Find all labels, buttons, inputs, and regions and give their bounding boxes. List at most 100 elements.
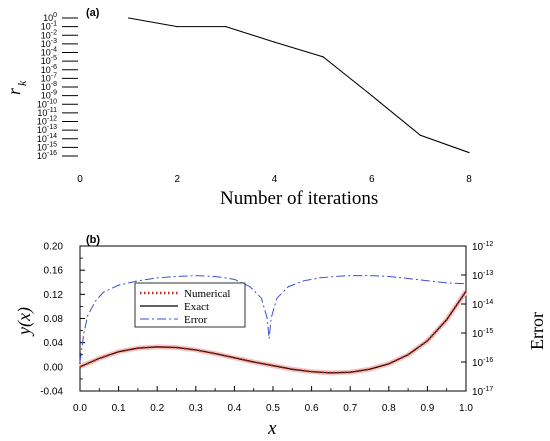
panel-b-numerical-line xyxy=(79,290,467,374)
panel-a-y-tick-label-exponent: -13 xyxy=(47,124,57,131)
panel-a-data-point xyxy=(176,26,178,28)
panel-b-x-tick-label: 0.9 xyxy=(420,403,434,414)
panel-b-y2-tick-label: 10-14 xyxy=(472,299,493,311)
panel-a-residual-line xyxy=(128,17,470,154)
panel-a-y-label-sub: k xyxy=(15,80,29,86)
panel-b-y2-tick-label-base: 10 xyxy=(472,300,484,311)
panel-a-y-tick-label-base: 10 xyxy=(41,73,51,83)
panel-a-y-tick-label-exponent: -8 xyxy=(51,81,57,88)
panel-a-y-tick-label: 10-2 xyxy=(41,29,57,40)
panel-a-y-tick-label-exponent: -10 xyxy=(47,98,57,105)
panel-a-y-tick-label-base: 10 xyxy=(41,39,51,49)
panel-a-data-point xyxy=(322,56,324,58)
panel-b-y-tick-label: 0.12 xyxy=(44,290,64,301)
panel-a-y-tick-label-exponent: -15 xyxy=(47,141,57,148)
panel-b: (b) -0.040.000.040.080.120.160.20 10-121… xyxy=(14,234,547,439)
panel-a-y-tick-label-base: 10 xyxy=(37,108,47,118)
panel-b-label: (b) xyxy=(86,234,100,246)
panel-a-y-tick-label: 10-5 xyxy=(41,55,57,66)
panel-a-y-tick-label: 10-15 xyxy=(37,141,57,152)
panel-a-y-tick-label: 10-12 xyxy=(37,116,57,127)
panel-b-y2-tick-label: 10-15 xyxy=(472,328,493,340)
panel-a-y-tick-label-exponent: -9 xyxy=(51,90,57,97)
panel-b-y2-tick-label-exponent: -13 xyxy=(483,270,493,277)
panel-a-y-tick-label-exponent: -5 xyxy=(51,55,57,62)
panel-b-x-label: x xyxy=(267,418,277,439)
panel-b-y-label: y(x) xyxy=(14,307,35,337)
panel-b-x-tick-label: 0.5 xyxy=(266,403,280,414)
panel-a-y-tick-label-base: 10 xyxy=(37,142,47,152)
panel-a-y-tick-label-base: 10 xyxy=(41,30,51,40)
panel-a-y-tick-label-base: 10 xyxy=(37,125,47,135)
panel-b-y-tick-label: 0.04 xyxy=(44,338,64,349)
panel-a-y-tick-label-exponent: -11 xyxy=(47,107,57,114)
panel-b-y2-tick-label-exponent: -16 xyxy=(483,357,493,364)
panel-b-x-tick-label: 0.2 xyxy=(150,403,164,414)
panel-b-y2-tick-label-exponent: -14 xyxy=(483,299,493,306)
panel-a-data-point xyxy=(128,17,130,19)
panel-a-y-tick-label-base: 10 xyxy=(41,91,51,101)
panel-b-y2-tick-label: 10-13 xyxy=(472,270,493,282)
panel-a-y-tick-label-base: 10 xyxy=(41,65,51,75)
panel-b-y2-tick-label-base: 10 xyxy=(472,329,484,340)
panel-a-y-tick-label-exponent: 0 xyxy=(53,12,57,19)
panel-a-y-tick-label: 10-4 xyxy=(41,47,57,58)
panel-b-y2-label: Error xyxy=(527,312,547,350)
panel-a-y-tick-label-exponent: -3 xyxy=(51,38,57,45)
panel-a-y-tick-label-exponent: -1 xyxy=(51,21,57,28)
panel-a-y-tick-label: 10-14 xyxy=(37,133,57,144)
panel-a-data-point xyxy=(468,151,470,154)
panel-a-y-tick-label-base: 10 xyxy=(37,117,47,127)
panel-a-y-label: r k xyxy=(4,80,29,95)
panel-b-y-tick-label: -0.04 xyxy=(40,387,63,398)
panel-b-x-tick-label: 0.8 xyxy=(382,403,396,414)
panel-b-y2-tick-label: 10-12 xyxy=(472,241,493,253)
panel-a-y-tick-label-exponent: -14 xyxy=(47,133,57,140)
legend-numerical-label: Numerical xyxy=(184,288,230,300)
panel-b-y2-tick-label: 10-17 xyxy=(472,386,493,398)
panel-a-y-tick-label: 10-10 xyxy=(37,98,57,109)
panel-a-y-tick-label: 10-3 xyxy=(41,38,57,49)
panel-a-y-tick-label: 10-11 xyxy=(37,107,57,118)
panel-a-y-tick-label-exponent: -16 xyxy=(47,150,57,157)
panel-b-x-tick-label: 0.3 xyxy=(189,403,203,414)
panel-a-x-tick-label: 4 xyxy=(272,174,278,185)
panel-a-y-tick-label-exponent: -2 xyxy=(51,29,57,36)
panel-b-y2-tick-label-exponent: -17 xyxy=(483,386,493,393)
panel-a-y-tick-label: 10-16 xyxy=(37,150,57,161)
panel-a-y-tick-label: 10-8 xyxy=(41,81,57,92)
legend-box xyxy=(134,282,246,328)
panel-a: (a) 10010-110-210-310-410-510-610-710-81… xyxy=(4,7,472,209)
panel-b-left-axis: -0.04 0.00 0.04 0.08 0.12 0.16 0.20 xyxy=(40,242,85,398)
panel-b-y2-tick-label-base: 10 xyxy=(472,358,484,369)
panel-a-y-tick-label: 10-7 xyxy=(41,72,57,83)
panel-a-x-tick-label: 0 xyxy=(77,174,83,185)
panel-b-error-line xyxy=(79,275,467,363)
panel-a-y-tick-label-base: 10 xyxy=(41,48,51,58)
legend-error-label: Error xyxy=(184,314,208,326)
panel-b-y-tick-label: 0.08 xyxy=(44,314,64,325)
panel-b-y2-tick-label-base: 10 xyxy=(472,242,484,253)
panel-b-x-tick-label: 0.6 xyxy=(305,403,319,414)
panel-a-x-tick-label: 8 xyxy=(466,174,472,185)
panel-a-x-tick-label: 6 xyxy=(369,174,375,185)
panel-a-x-tick-label: 2 xyxy=(174,174,180,185)
panel-a-data-point xyxy=(273,41,276,43)
panel-b-y-tick-label: 0.00 xyxy=(44,362,64,373)
panel-b-y-tick-label: 0.20 xyxy=(44,242,64,253)
panel-a-x-label: Number of iterations xyxy=(220,188,378,209)
panel-b-y2-tick-label-base: 10 xyxy=(472,387,484,398)
panel-b-y2-tick-label-base: 10 xyxy=(472,271,484,282)
panel-a-y-tick-label: 10-9 xyxy=(41,90,57,101)
panel-a-y-tick-label-base: 10 xyxy=(37,99,47,109)
legend-exact-label: Exact xyxy=(184,301,209,313)
panel-b-y2-tick-label-exponent: -12 xyxy=(483,241,493,248)
panel-a-y-tick-label-exponent: -12 xyxy=(47,116,57,123)
panel-b-legend: Numerical Exact Error xyxy=(134,282,246,328)
panel-a-y-tick-label-base: 10 xyxy=(41,82,51,92)
panel-b-x-tick-label: 0.7 xyxy=(343,403,357,414)
panel-b-x-tick-label: 1.0 xyxy=(459,403,473,414)
